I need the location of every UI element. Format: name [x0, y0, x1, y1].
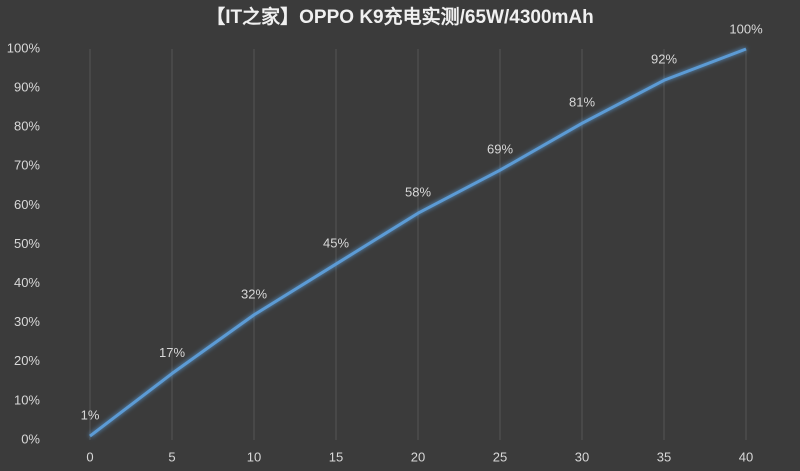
data-label: 45% — [323, 235, 349, 250]
x-tick-label: 30 — [575, 449, 589, 464]
y-tick-label: 20% — [14, 353, 40, 368]
data-label: 100% — [729, 21, 763, 36]
x-tick-label: 0 — [86, 449, 93, 464]
y-tick-label: 50% — [14, 236, 40, 251]
chart-title: 【IT之家】OPPO K9充电实测/65W/4300mAh — [206, 5, 593, 28]
x-tick-label: 5 — [168, 449, 175, 464]
y-tick-label: 100% — [7, 40, 41, 55]
x-tick-label: 20 — [411, 449, 425, 464]
x-tick-label: 10 — [247, 449, 261, 464]
x-tick-label: 40 — [739, 449, 753, 464]
data-label: 92% — [651, 52, 677, 67]
x-tick-label: 35 — [657, 449, 671, 464]
y-tick-label: 70% — [14, 158, 40, 173]
y-tick-label: 60% — [14, 197, 40, 212]
data-label: 17% — [159, 345, 185, 360]
x-tick-label: 15 — [329, 449, 343, 464]
y-tick-label: 10% — [14, 392, 40, 407]
y-tick-label: 80% — [14, 119, 40, 134]
data-line — [89, 47, 747, 438]
data-label: 32% — [241, 286, 267, 301]
x-tick-label: 25 — [493, 449, 507, 464]
data-label: 81% — [569, 95, 595, 110]
y-tick-label: 90% — [14, 80, 40, 95]
y-tick-label: 30% — [14, 314, 40, 329]
y-tick-label: 40% — [14, 275, 40, 290]
data-label: 69% — [487, 142, 513, 157]
y-tick-label: 0% — [21, 431, 40, 446]
data-label: 1% — [81, 408, 100, 423]
data-label: 58% — [405, 185, 431, 200]
